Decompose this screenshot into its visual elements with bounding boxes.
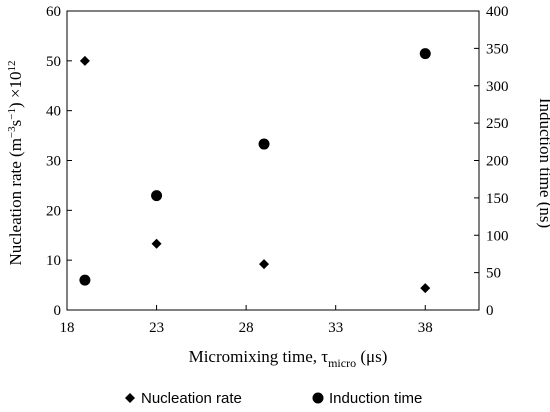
y-left-tick-label: 0 bbox=[54, 303, 62, 319]
plot-border bbox=[66, 10, 480, 311]
induction-time-point bbox=[79, 274, 91, 286]
y-left-axis-title: Nucleation rate (m−3s−1) ×1012 bbox=[6, 60, 25, 265]
y-left-tick-label: 50 bbox=[46, 54, 61, 70]
nucleation-rate-point bbox=[79, 55, 90, 66]
x-tick-label: 28 bbox=[239, 320, 254, 336]
y-left-tick-label: 10 bbox=[46, 253, 61, 269]
plot-frame bbox=[66, 10, 480, 311]
y-right-tick-label: 250 bbox=[486, 116, 509, 132]
legend-label-nucleation-rate: Nucleation rate bbox=[141, 390, 242, 407]
y-right-tick-label: 0 bbox=[486, 303, 494, 319]
legend-label-induction-time: Induction time bbox=[329, 390, 422, 407]
x-tick-label: 23 bbox=[149, 320, 164, 336]
y-right-tick-label: 200 bbox=[486, 154, 509, 170]
y-right-tick-label: 300 bbox=[486, 79, 509, 95]
y-left-tick-label: 30 bbox=[46, 154, 61, 170]
left-axis-ticks: 0 10 20 30 40 50 60 bbox=[46, 4, 72, 319]
induction-time-point bbox=[258, 138, 270, 150]
legend-circle-marker bbox=[312, 392, 324, 404]
y-right-tick-label: 50 bbox=[486, 266, 501, 282]
x-tick-label: 33 bbox=[328, 320, 343, 336]
induction-time-point bbox=[151, 190, 163, 202]
nucleation-rate-point bbox=[259, 259, 270, 270]
y-right-tick-label: 350 bbox=[486, 41, 509, 57]
y-right-tick-label: 150 bbox=[486, 191, 509, 207]
y-right-tick-label: 400 bbox=[486, 4, 509, 20]
y-right-tick-label: 100 bbox=[486, 228, 509, 244]
x-axis-title: Micromixing time, τmicro (μs) bbox=[189, 347, 388, 370]
y-left-tick-label: 20 bbox=[46, 203, 61, 219]
data-marks bbox=[79, 48, 431, 294]
x-axis-ticks: 18 23 28 33 38 bbox=[60, 305, 433, 336]
y-left-tick-label: 60 bbox=[46, 4, 61, 20]
y-left-tick-label: 40 bbox=[46, 104, 61, 120]
x-tick-label: 38 bbox=[418, 320, 433, 336]
nucleation-rate-point bbox=[151, 238, 162, 249]
x-tick-label: 18 bbox=[60, 320, 75, 336]
legend-diamond-marker bbox=[125, 393, 135, 403]
nucleation-rate-point bbox=[420, 283, 431, 294]
y-right-axis-title: Induction time (ns) bbox=[536, 98, 550, 228]
induction-time-point bbox=[419, 48, 431, 60]
right-axis-ticks: 0 50 100 150 200 250 300 350 400 bbox=[474, 4, 509, 319]
legend: Nucleation rate Induction time bbox=[125, 390, 422, 407]
